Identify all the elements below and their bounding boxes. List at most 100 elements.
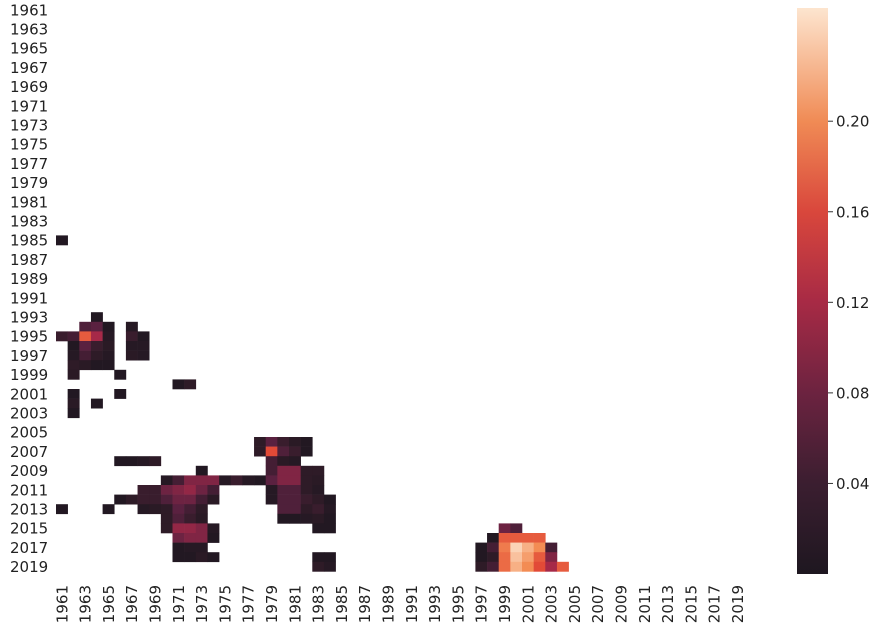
x-tick-label: 2015 bbox=[682, 585, 700, 623]
heatmap-cell bbox=[265, 465, 278, 476]
heatmap-cell bbox=[510, 533, 523, 543]
heatmap-cell bbox=[265, 485, 278, 495]
heatmap-cell bbox=[312, 475, 325, 486]
y-tick-label: 2005 bbox=[10, 424, 48, 442]
heatmap-cell bbox=[312, 561, 325, 572]
y-tick-label: 1977 bbox=[10, 155, 48, 173]
heatmap-cell bbox=[125, 321, 138, 332]
y-tick-label: 1973 bbox=[10, 117, 48, 135]
heatmap-cell bbox=[277, 485, 290, 495]
heatmap-cell bbox=[533, 542, 546, 553]
heatmap-cell bbox=[90, 360, 103, 371]
x-tick-label: 2005 bbox=[566, 585, 584, 623]
heatmap-cell bbox=[195, 513, 208, 524]
y-tick-label: 1985 bbox=[10, 232, 48, 250]
y-tick-label: 1999 bbox=[10, 366, 48, 384]
heatmap-cell bbox=[125, 331, 138, 342]
heatmap-cell bbox=[67, 331, 80, 342]
heatmap-cell bbox=[172, 485, 185, 495]
x-tick-label: 1963 bbox=[77, 585, 95, 623]
heatmap-cell bbox=[545, 542, 558, 553]
heatmap-cell bbox=[475, 552, 488, 563]
heatmap-cell bbox=[207, 475, 220, 486]
heatmap-cell bbox=[545, 561, 558, 572]
heatmap-cell bbox=[300, 504, 313, 515]
y-tick-label: 2019 bbox=[10, 558, 48, 576]
heatmap-cell bbox=[265, 446, 278, 457]
heatmap-cell bbox=[184, 379, 197, 390]
colorbar-tick-label: 0.16 bbox=[836, 203, 869, 221]
x-tick-label: 1983 bbox=[310, 585, 328, 623]
heatmap-cell bbox=[265, 456, 278, 467]
heatmap-cell bbox=[125, 341, 138, 351]
heatmap-cell bbox=[195, 494, 208, 505]
heatmap-cell bbox=[219, 475, 232, 486]
y-tick-label: 1967 bbox=[10, 59, 48, 77]
colorbar-ticks: 0.04 0.08 0.12 0.16 0.20 bbox=[828, 113, 869, 493]
heatmap-cell bbox=[149, 504, 162, 515]
heatmap-cell bbox=[172, 513, 185, 524]
heatmap-cell bbox=[195, 504, 208, 515]
heatmap-cell bbox=[172, 542, 185, 553]
heatmap-cell bbox=[79, 321, 92, 332]
heatmap-cell bbox=[172, 379, 185, 390]
heatmap-cell bbox=[487, 542, 499, 553]
x-axis-ticks: 1961 1963 1965 1967 1969 1971 1973 1975 1977 1979… bbox=[53, 585, 747, 623]
heatmap-cell bbox=[160, 485, 173, 495]
heatmap-cell bbox=[277, 494, 290, 505]
heatmap-cell bbox=[195, 523, 208, 534]
heatmap-cell bbox=[510, 552, 523, 563]
heatmap-cell bbox=[149, 494, 162, 505]
heatmap-cell bbox=[510, 542, 523, 553]
heatmap-cell bbox=[90, 331, 103, 342]
heatmap-cell bbox=[137, 341, 150, 351]
heatmap-cell bbox=[300, 475, 313, 486]
heatmap-cell bbox=[323, 513, 336, 524]
heatmap-cell bbox=[289, 485, 301, 495]
heatmap-cell bbox=[522, 561, 534, 572]
colorbar-tick-label: 0.04 bbox=[836, 475, 869, 493]
heatmap-cell bbox=[79, 350, 92, 361]
x-tick-label: 1997 bbox=[473, 585, 491, 623]
y-tick-label: 2007 bbox=[10, 443, 48, 461]
heatmap-cell bbox=[277, 465, 290, 476]
x-tick-label: 1975 bbox=[216, 585, 234, 623]
heatmap-cell bbox=[172, 494, 185, 505]
heatmap-cell bbox=[300, 485, 313, 495]
heatmap-cell bbox=[323, 552, 336, 563]
heatmap-cell bbox=[289, 504, 301, 515]
heatmap-cell bbox=[498, 552, 511, 563]
x-tick-label: 2001 bbox=[519, 585, 537, 623]
x-tick-label: 2019 bbox=[729, 585, 747, 623]
heatmap-cell bbox=[300, 437, 313, 447]
heatmap-cell bbox=[114, 456, 127, 467]
heatmap-cell bbox=[277, 475, 290, 486]
heatmap-cell bbox=[172, 552, 185, 563]
heatmap-cell bbox=[160, 504, 173, 515]
heatmap-cell bbox=[207, 494, 220, 505]
heatmap-cell bbox=[67, 350, 80, 361]
heatmap-cell bbox=[487, 552, 499, 563]
x-tick-label: 1971 bbox=[170, 585, 188, 623]
heatmap-cell bbox=[254, 475, 266, 486]
heatmap-cell bbox=[510, 561, 523, 572]
x-tick-label: 2017 bbox=[706, 585, 724, 623]
heatmap-cell bbox=[184, 523, 197, 534]
heatmap-cell bbox=[300, 446, 313, 457]
heatmap-cell bbox=[545, 552, 558, 563]
heatmap-cell bbox=[475, 561, 488, 572]
heatmap-cell bbox=[312, 485, 325, 495]
heatmap-cell bbox=[102, 350, 115, 361]
y-tick-label: 1971 bbox=[10, 97, 48, 115]
heatmap-cell bbox=[323, 494, 336, 505]
heatmap-cell bbox=[137, 485, 150, 495]
heatmap-cell bbox=[79, 331, 92, 342]
heatmap-cell bbox=[172, 533, 185, 543]
y-tick-label: 1987 bbox=[10, 251, 48, 269]
heatmap-cell bbox=[114, 494, 127, 505]
heatmap-cell bbox=[172, 475, 185, 486]
y-tick-label: 2001 bbox=[10, 385, 48, 403]
y-tick-label: 1993 bbox=[10, 309, 48, 327]
